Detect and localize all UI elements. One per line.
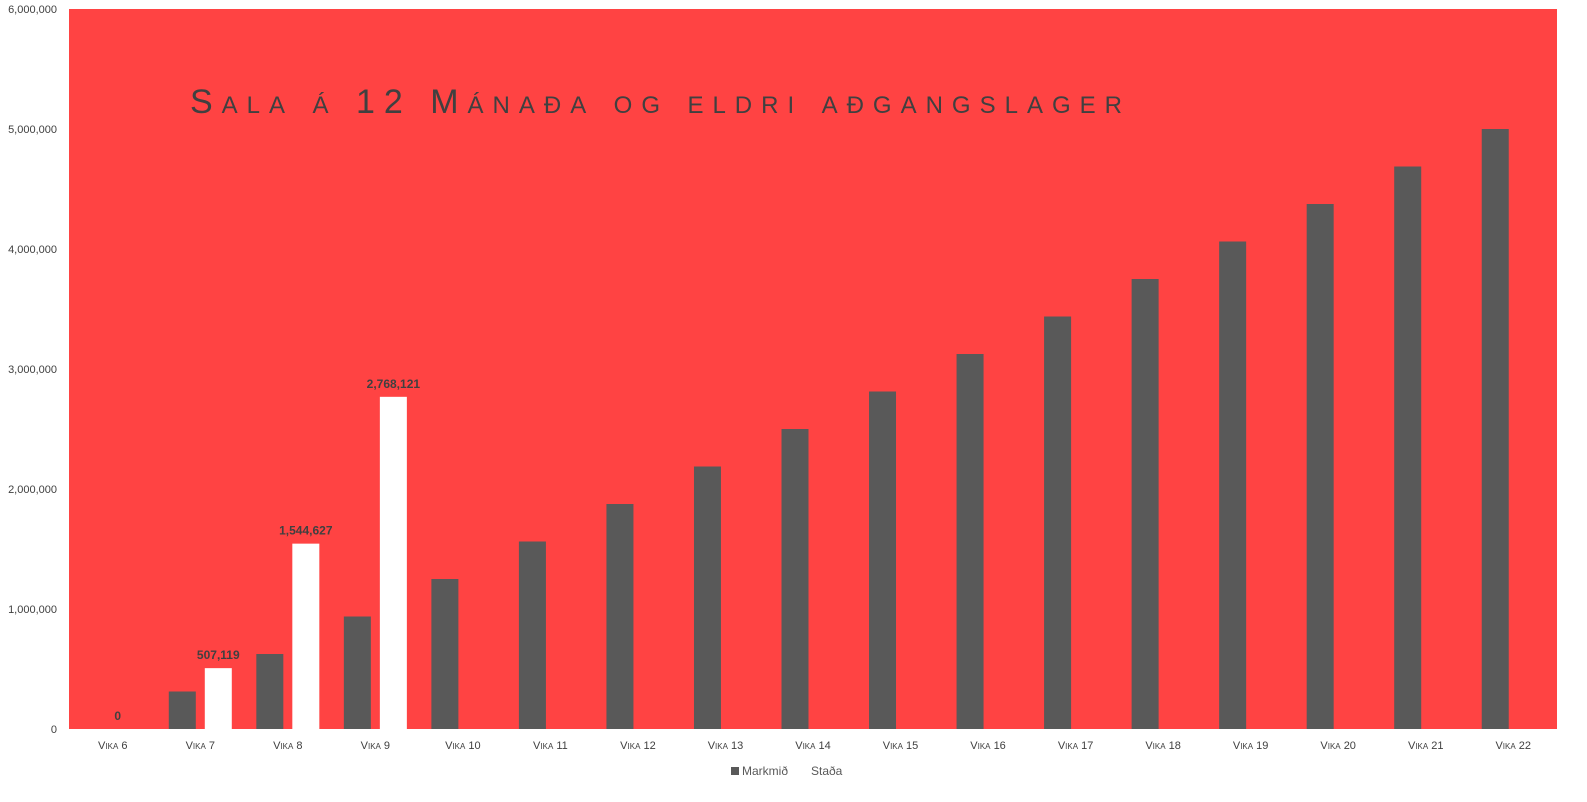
bar-markmid — [1306, 204, 1334, 729]
x-tick-label: Vika 7 — [186, 740, 215, 752]
x-axis: Vika 6 Vika 7 Vika 8 Vika 9 Vika 10 Vika 11 Vi… — [98, 740, 1531, 752]
y-tick-label: 1,000,000 — [8, 604, 57, 616]
bars: 0 507,119 1,544,627 2,768,121 — [114, 129, 1509, 729]
bar-markmid — [606, 504, 634, 729]
x-tick-label: Vika 11 — [533, 740, 568, 752]
data-label-stada: 0 — [114, 709, 121, 723]
legend: Markmið Staða — [731, 764, 843, 778]
x-tick-label: Vika 9 — [361, 740, 390, 752]
bar-markmid — [168, 691, 196, 729]
y-tick-label: 6,000,000 — [8, 4, 57, 16]
x-tick-label: Vika 15 — [883, 740, 919, 752]
y-tick-label: 0 — [51, 724, 57, 736]
bar-markmid — [1394, 166, 1422, 729]
x-tick-label: Vika 22 — [1495, 740, 1531, 752]
x-tick-label: Vika 10 — [445, 740, 481, 752]
chart-title: Sala á 12 Mánaða og eldri aðgangslager — [190, 83, 1131, 121]
bar-stada — [379, 396, 407, 729]
x-tick-label: Vika 13 — [708, 740, 744, 752]
y-axis: 0 1,000,000 2,000,000 3,000,000 4,000,000 5,0… — [8, 4, 57, 736]
x-tick-label: Vika 14 — [795, 740, 831, 752]
legend-label-stada: Staða — [811, 764, 843, 778]
y-tick-label: 4,000,000 — [8, 244, 57, 256]
bar-markmid — [343, 616, 371, 729]
bar-markmid — [431, 579, 459, 729]
bar-markmid — [1481, 129, 1509, 729]
x-tick-label: Vika 20 — [1320, 740, 1356, 752]
y-tick-label: 2,000,000 — [8, 484, 57, 496]
data-label-stada: 2,768,121 — [367, 377, 421, 391]
bar-markmid — [1044, 316, 1072, 729]
bar-stada — [204, 668, 232, 729]
bar-markmid — [1219, 241, 1247, 729]
bar-markmid — [1131, 279, 1159, 729]
y-tick-label: 5,000,000 — [8, 124, 57, 136]
x-tick-label: Vika 19 — [1233, 740, 1269, 752]
x-tick-label: Vika 21 — [1408, 740, 1444, 752]
x-tick-label: Vika 16 — [970, 740, 1006, 752]
bar-markmid — [256, 654, 284, 729]
data-label-stada: 507,119 — [197, 648, 240, 662]
bar-markmid — [693, 466, 721, 729]
bar-markmid — [781, 429, 809, 729]
x-tick-label: Vika 8 — [273, 740, 302, 752]
data-label-stada: 1,544,627 — [279, 524, 333, 538]
x-tick-label: Vika 12 — [620, 740, 656, 752]
legend-label-markmid: Markmið — [742, 764, 788, 778]
bar-markmid — [956, 354, 984, 729]
x-tick-label: Vika 17 — [1058, 740, 1094, 752]
x-tick-label: Vika 18 — [1145, 740, 1181, 752]
y-tick-label: 3,000,000 — [8, 364, 57, 376]
x-tick-label: Vika 6 — [98, 740, 127, 752]
legend-swatch-markmid — [731, 767, 739, 775]
bar-markmid — [869, 391, 897, 729]
bar-markmid — [518, 541, 546, 729]
bar-stada — [292, 543, 320, 729]
legend-swatch-stada — [799, 767, 807, 775]
